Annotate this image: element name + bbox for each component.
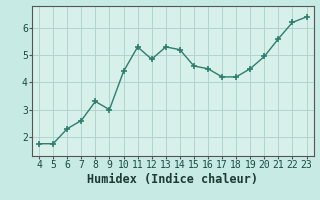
X-axis label: Humidex (Indice chaleur): Humidex (Indice chaleur)	[87, 173, 258, 186]
